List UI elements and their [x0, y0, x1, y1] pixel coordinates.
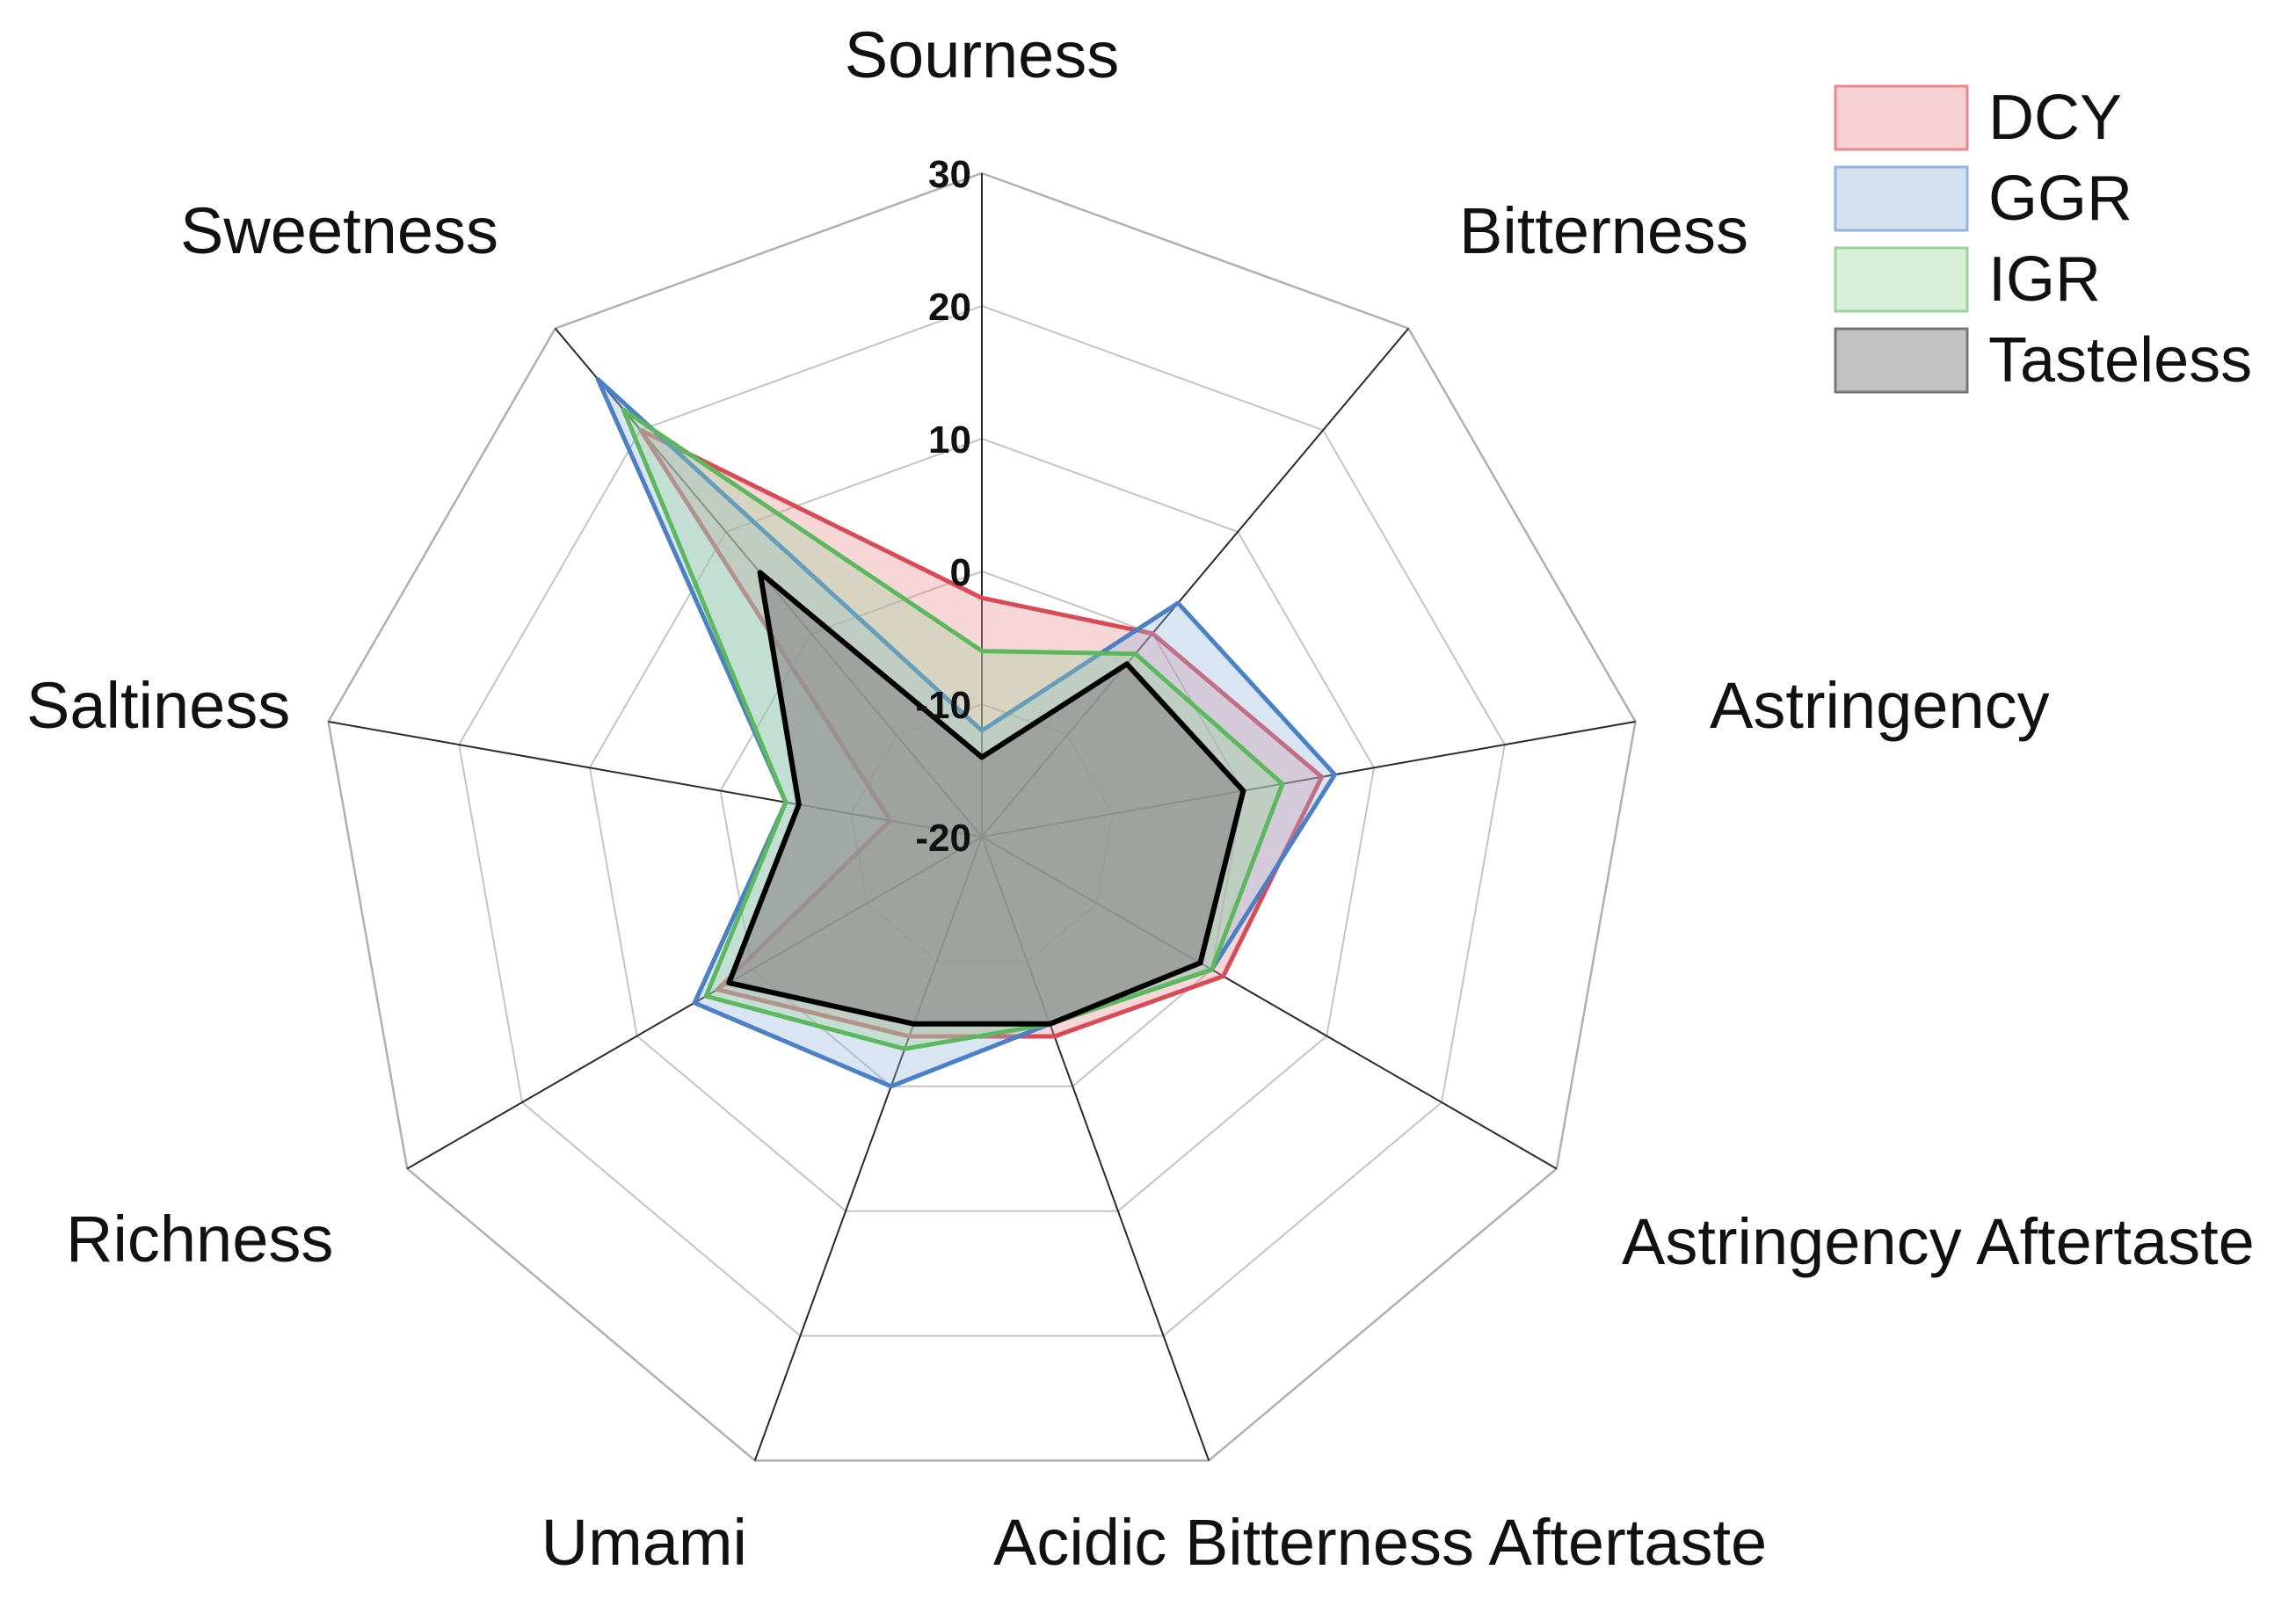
axis-label-astringency: Astringency [1710, 669, 2050, 742]
tick-label: 0 [950, 551, 971, 594]
legend-swatch-tasteless [1834, 327, 1969, 394]
legend-label-dcy: DCY [1988, 83, 2122, 153]
axis-label-umami: Umami [541, 1506, 747, 1579]
grid-ring [327, 171, 1637, 1462]
legend-label-ggr: GGR [1988, 164, 2133, 234]
radial-tick-labels: -20 -10 0 10 20 30 [915, 153, 971, 860]
grid-ring [588, 437, 1376, 1212]
grid-ring [458, 304, 1506, 1337]
tick-label: -10 [915, 684, 971, 727]
grid-ring [719, 570, 1245, 1087]
axis-label-sweetness: Sweetness [180, 194, 498, 267]
legend-swatch-ggr [1834, 165, 1969, 232]
tick-label: 10 [928, 418, 971, 462]
tick-label: 20 [928, 286, 971, 329]
axis-labels: Sourness Bitterness Astringency Astringency… [26, 18, 2255, 1579]
axis-label-acidic-bitterness-aftertaste: Acidic Bitterness Aftertaste [993, 1506, 1767, 1579]
axis-label-saltiness: Saltiness [26, 669, 290, 742]
axis-label-richness: Richness [66, 1203, 333, 1276]
tick-label: 30 [928, 153, 971, 196]
tick-label: -20 [915, 817, 971, 860]
axis-label-bitterness: Bitterness [1459, 194, 1748, 267]
legend-label-igr: IGR [1988, 244, 2101, 315]
series-tasteless-area [726, 570, 1246, 1027]
legend: DCY GGR IGR Tasteless [1834, 83, 2252, 396]
axis-label-astringency-aftertaste: Astringency Aftertaste [1622, 1205, 2255, 1278]
legend-label-tasteless: Tasteless [1988, 325, 2252, 396]
radar-series [595, 377, 1337, 1089]
legend-swatch-dcy [1834, 84, 1969, 151]
legend-swatch-igr [1834, 246, 1969, 313]
radar-grid [327, 171, 1637, 1462]
axis-label-sourness: Sourness [845, 18, 1120, 91]
